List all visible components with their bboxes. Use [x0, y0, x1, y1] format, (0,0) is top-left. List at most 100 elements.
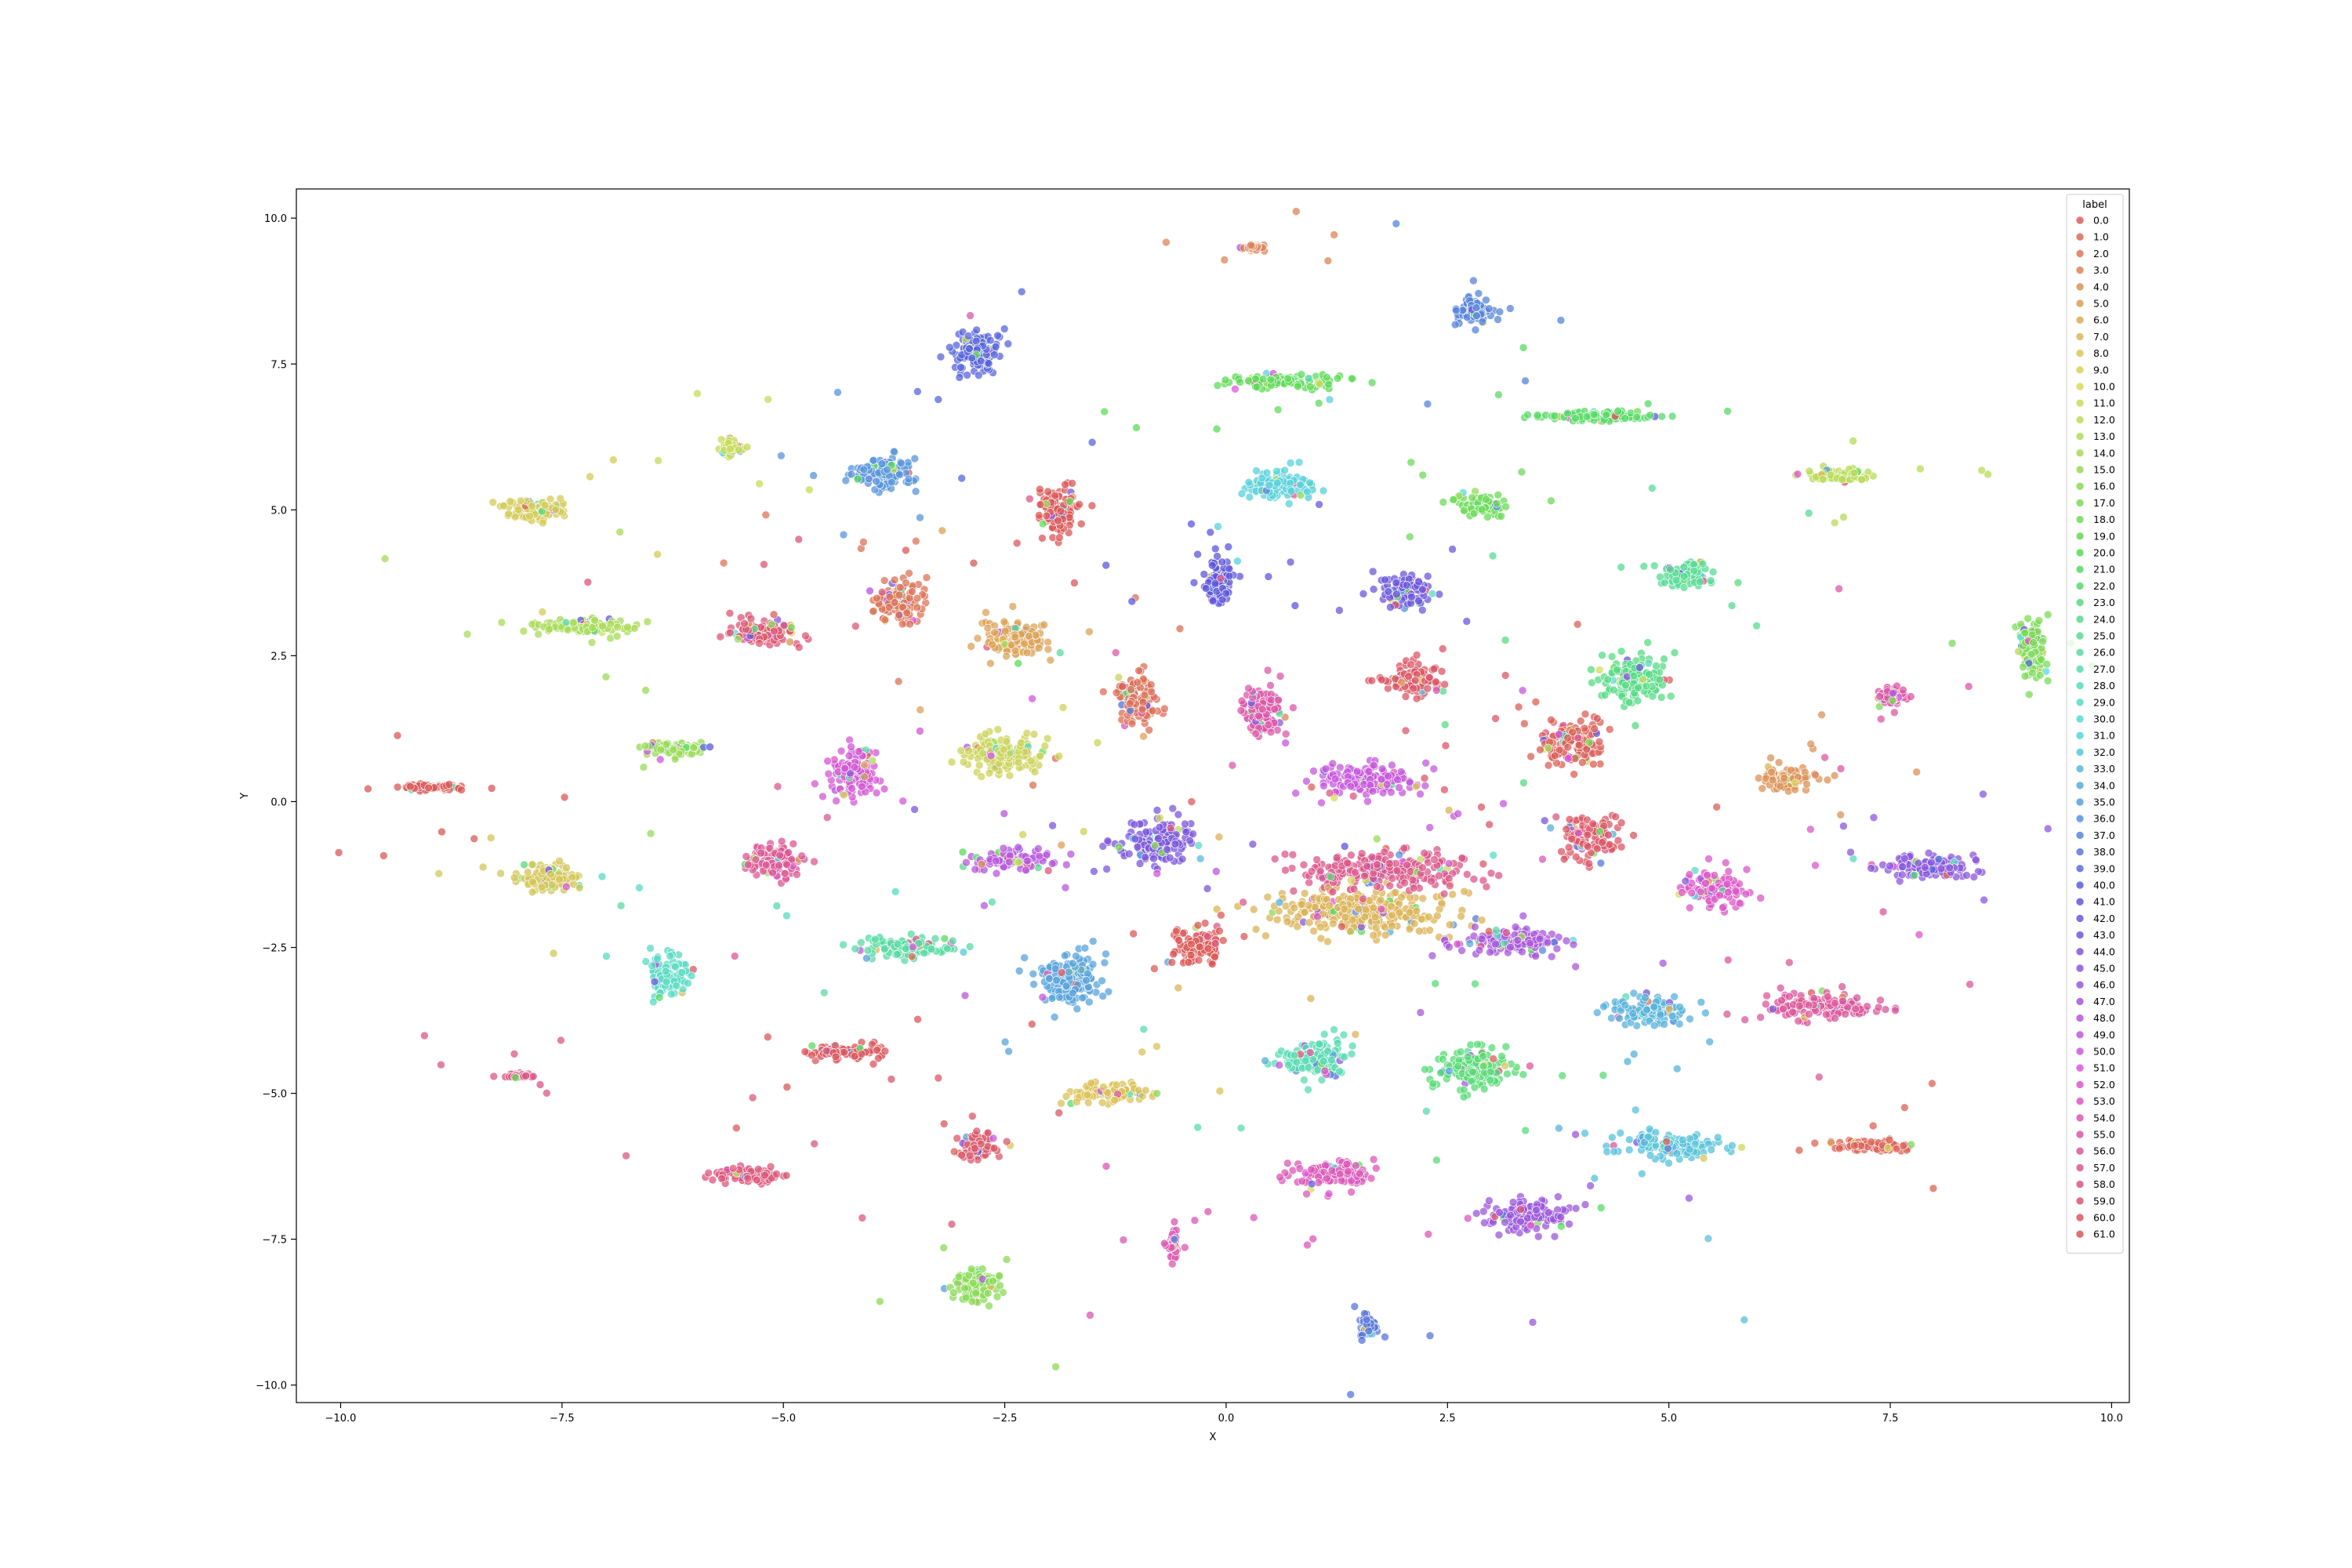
data-point	[575, 884, 584, 892]
data-point	[1646, 1151, 1655, 1160]
data-point	[1806, 739, 1815, 749]
data-point	[646, 829, 655, 838]
data-point	[1767, 768, 1776, 777]
data-point	[1924, 848, 1933, 858]
data-point	[1421, 1065, 1429, 1074]
data-point	[1462, 617, 1472, 626]
data-point	[890, 575, 899, 585]
data-point	[1793, 470, 1802, 479]
data-point	[463, 630, 472, 639]
data-point	[890, 598, 899, 607]
data-point	[650, 977, 659, 986]
data-point	[898, 603, 907, 612]
data-point	[1774, 758, 1784, 767]
data-point	[1249, 905, 1258, 914]
data-point	[1945, 863, 1955, 873]
data-point	[1581, 710, 1590, 719]
data-point	[1501, 1042, 1511, 1051]
data-point	[1581, 1129, 1589, 1138]
data-point	[1417, 914, 1426, 924]
data-point	[1103, 837, 1112, 845]
data-point	[549, 949, 558, 958]
data-point	[1656, 1011, 1665, 1019]
data-point	[1252, 383, 1261, 391]
data-point	[687, 971, 696, 980]
data-point	[983, 1289, 993, 1298]
data-point	[1642, 1005, 1651, 1014]
cluster-5-0	[1755, 710, 1921, 819]
data-point	[1679, 583, 1689, 592]
data-point	[1057, 968, 1066, 977]
points-layer	[334, 207, 2096, 1399]
data-point	[1552, 944, 1562, 953]
data-point	[1679, 562, 1689, 572]
data-point	[519, 626, 528, 636]
data-point	[1643, 638, 1652, 647]
data-point	[1303, 487, 1312, 496]
data-point	[1020, 639, 1029, 648]
data-point	[1011, 633, 1020, 641]
data-point	[1152, 1042, 1161, 1051]
data-point	[990, 628, 999, 637]
data-point	[772, 902, 782, 910]
data-point	[689, 743, 698, 752]
data-point	[854, 474, 862, 484]
data-point	[641, 686, 650, 695]
data-point	[1233, 557, 1242, 566]
data-point	[1650, 561, 1659, 570]
data-point	[1980, 895, 1988, 905]
data-point	[851, 944, 860, 953]
data-point	[1737, 1143, 1746, 1152]
data-point	[1381, 931, 1390, 939]
data-point	[991, 342, 1000, 351]
data-point	[955, 373, 964, 382]
data-point	[1212, 424, 1221, 434]
data-point	[1664, 1159, 1673, 1167]
data-point	[1479, 1207, 1488, 1216]
data-point	[1284, 499, 1294, 508]
data-point	[1316, 379, 1324, 389]
data-point	[1029, 980, 1038, 989]
data-point	[646, 944, 655, 953]
data-point	[1514, 702, 1523, 712]
data-point	[1387, 902, 1396, 911]
data-point	[1780, 774, 1789, 782]
data-point	[1407, 592, 1416, 601]
data-point	[1615, 1014, 1624, 1023]
data-point	[1536, 745, 1544, 754]
data-point	[1712, 803, 1721, 811]
data-point	[1898, 862, 1907, 871]
data-point	[1839, 822, 1848, 830]
data-point	[1776, 782, 1785, 791]
data-point	[1050, 1013, 1059, 1022]
data-point	[1392, 219, 1401, 228]
data-point	[1201, 584, 1210, 593]
data-point	[1224, 543, 1233, 551]
data-point	[1428, 951, 1437, 960]
data-point	[1486, 1076, 1494, 1085]
data-point	[1330, 1025, 1338, 1034]
data-point	[1100, 958, 1109, 967]
data-point	[669, 746, 678, 754]
data-point	[497, 618, 506, 627]
data-point	[1701, 1008, 1710, 1018]
data-point	[1008, 602, 1018, 611]
data-point	[615, 528, 625, 536]
data-point	[859, 538, 868, 546]
data-point	[975, 371, 983, 380]
data-point	[1367, 378, 1377, 387]
data-point	[1300, 908, 1309, 916]
data-point	[1631, 721, 1640, 730]
data-point	[1273, 405, 1283, 414]
data-point	[1214, 833, 1224, 841]
data-point	[1533, 411, 1542, 419]
data-point	[1126, 699, 1134, 708]
data-point	[1488, 551, 1497, 561]
data-point	[967, 1265, 976, 1273]
data-point	[1319, 1029, 1329, 1039]
data-point	[2038, 637, 2047, 646]
data-point	[1605, 724, 1614, 734]
data-point	[1244, 477, 1254, 487]
data-point	[1526, 752, 1535, 761]
data-point	[1391, 888, 1400, 897]
